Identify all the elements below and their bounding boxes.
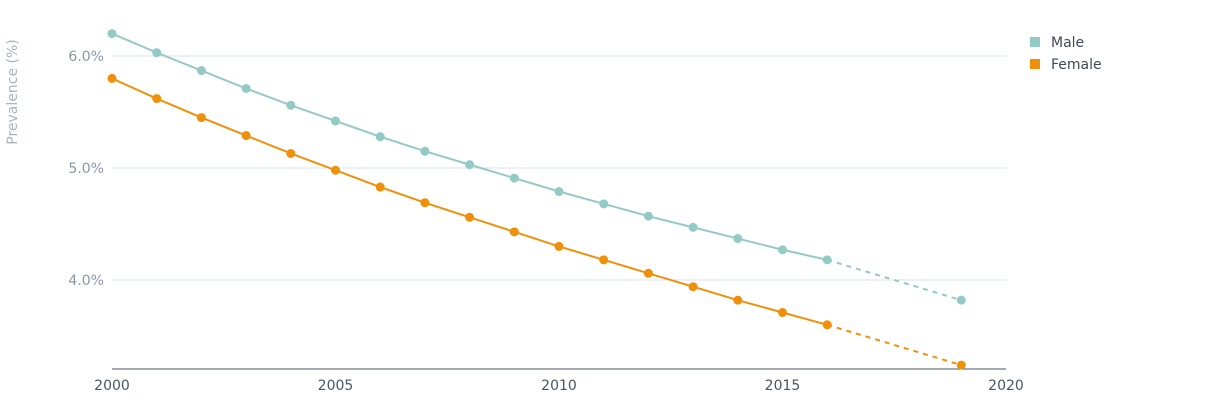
y-tick-label: 6.0% — [68, 49, 104, 65]
data-point[interactable] — [733, 295, 743, 305]
data-point[interactable] — [822, 255, 832, 265]
data-point[interactable] — [688, 282, 698, 292]
x-tick-labels: 2000 2005 2010 2015 2020 — [94, 378, 1024, 394]
data-point[interactable] — [643, 211, 653, 221]
data-point[interactable] — [733, 234, 743, 244]
legend-label: Female — [1051, 57, 1102, 73]
data-point[interactable] — [375, 132, 385, 142]
data-point[interactable] — [465, 212, 475, 222]
legend-swatch — [1030, 59, 1040, 69]
data-point[interactable] — [778, 245, 787, 255]
series-line-projection — [826, 323, 962, 367]
series-line — [111, 32, 828, 261]
data-point[interactable] — [375, 182, 385, 192]
data-point[interactable] — [554, 187, 564, 197]
data-point[interactable] — [599, 199, 609, 209]
x-tick-label: 2000 — [94, 378, 130, 394]
data-point[interactable] — [509, 227, 519, 237]
y-tick-label: 4.0% — [68, 273, 104, 289]
data-point[interactable] — [241, 83, 251, 93]
data-point[interactable] — [420, 146, 430, 156]
legend-swatch — [1030, 37, 1040, 47]
data-point[interactable] — [509, 173, 519, 183]
data-point[interactable] — [822, 320, 832, 330]
series-group — [107, 29, 966, 370]
data-point[interactable] — [331, 116, 340, 126]
data-point[interactable] — [331, 165, 340, 175]
legend: Male Female — [1030, 35, 1102, 73]
x-tick-label: 2010 — [541, 378, 577, 394]
series-line — [111, 77, 828, 326]
x-tick-label: 2020 — [988, 378, 1024, 394]
data-point[interactable] — [107, 73, 117, 83]
y-tick-labels: 4.0% 5.0% 6.0% — [68, 49, 104, 289]
y-tick-label: 5.0% — [68, 161, 104, 177]
data-point[interactable] — [152, 48, 162, 58]
gridlines — [112, 55, 1006, 281]
data-point[interactable] — [196, 113, 206, 123]
data-point[interactable] — [688, 222, 698, 232]
data-point[interactable] — [778, 307, 787, 317]
data-point[interactable] — [196, 66, 206, 76]
series-female — [107, 73, 966, 370]
data-point[interactable] — [599, 255, 609, 265]
x-tick-label: 2015 — [765, 378, 801, 394]
x-tick-label: 2005 — [318, 378, 354, 394]
data-point[interactable] — [554, 241, 564, 251]
y-axis-title: Prevalence (%) — [5, 39, 21, 145]
series-male — [107, 29, 966, 305]
data-point[interactable] — [241, 131, 251, 141]
legend-label: Male — [1051, 35, 1084, 51]
data-point[interactable] — [643, 268, 653, 278]
data-point[interactable] — [286, 148, 296, 158]
data-point[interactable] — [956, 360, 966, 370]
data-point[interactable] — [286, 100, 296, 110]
data-point[interactable] — [107, 29, 117, 39]
series-line-projection — [826, 258, 962, 302]
data-point[interactable] — [152, 94, 162, 104]
data-point[interactable] — [956, 295, 966, 305]
data-point[interactable] — [420, 198, 430, 208]
data-point[interactable] — [465, 160, 475, 170]
